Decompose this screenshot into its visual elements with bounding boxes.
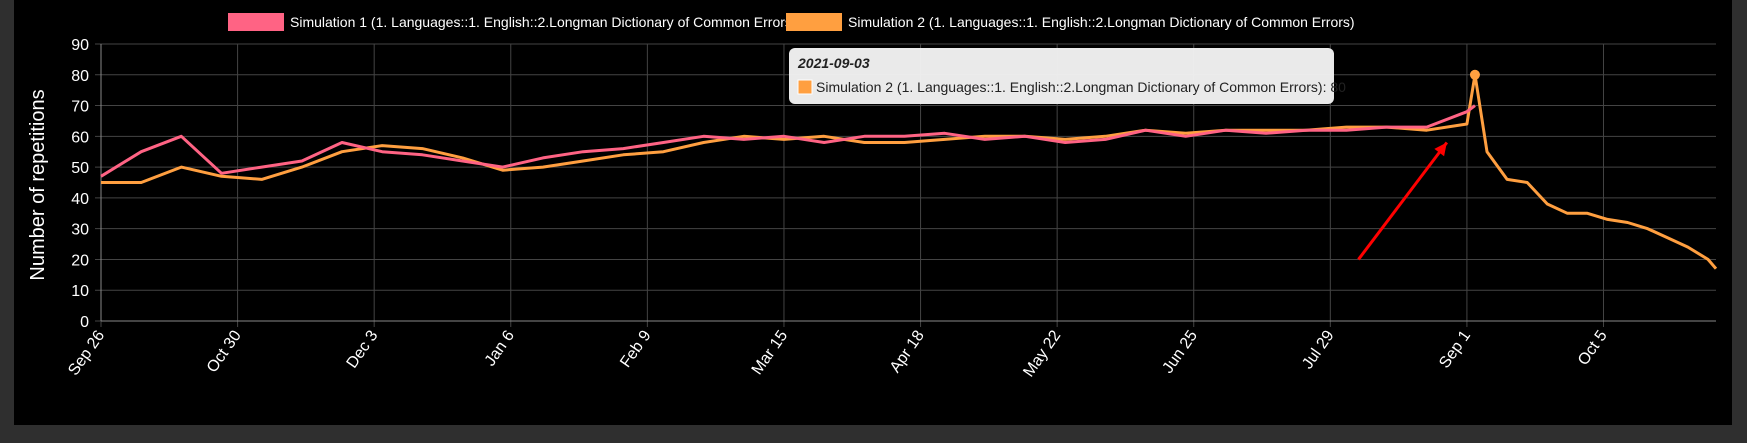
legend-swatch-simulation-1[interactable] xyxy=(228,13,284,31)
y-axis-title: Number of repetitions xyxy=(27,89,49,280)
y-tick-label: 80 xyxy=(71,68,89,85)
x-tick-label: May 22 xyxy=(1020,327,1064,380)
x-tick-label: Jan 6 xyxy=(482,327,518,369)
x-tick-label: Oct 5 xyxy=(1575,327,1611,368)
x-tick-label: Oct 30 xyxy=(204,327,245,375)
x-tick-label: Dec 3 xyxy=(344,327,382,371)
y-tick-label: 60 xyxy=(71,129,89,146)
legend-swatch-simulation-2[interactable] xyxy=(786,13,842,31)
y-tick-label: 10 xyxy=(71,283,89,300)
legend: Simulation 1 (1. Languages::1. English::… xyxy=(228,13,1355,31)
y-tick-label: 20 xyxy=(71,252,89,269)
series-line-1 xyxy=(100,104,1476,178)
tooltip: 2021-09-03 Simulation 2 (1. Languages::1… xyxy=(789,48,1346,104)
x-tick-label: Sep 1 xyxy=(1436,327,1474,371)
tooltip-body: Simulation 2 (1. Languages::1. English::… xyxy=(816,79,1346,95)
y-tick-label: 90 xyxy=(71,37,89,54)
x-tick-label: Apr 18 xyxy=(887,327,928,375)
y-tick-label: 40 xyxy=(71,191,89,208)
chart-panel: 0 10 20 30 40 50 60 70 80 90 Sep 26 Oct 30 Dec 3 Jan … xyxy=(14,0,1732,425)
legend-label-simulation-1[interactable]: Simulation 1 (1. Languages::1. English::… xyxy=(290,14,797,30)
y-tick-label: 30 xyxy=(71,222,89,239)
line-chart: 0 10 20 30 40 50 60 70 80 90 Sep 26 Oct 30 Dec 3 Jan … xyxy=(27,13,1718,380)
x-tick-label: Jul 29 xyxy=(1299,327,1337,372)
x-tick-label: Mar 15 xyxy=(749,327,792,378)
x-tick-label: Jun 25 xyxy=(1160,327,1202,376)
tooltip-color-swatch xyxy=(797,79,813,95)
x-tick-label: Sep 26 xyxy=(65,327,108,378)
tooltip-title: 2021-09-03 xyxy=(797,55,870,71)
annotation-arrow-shaft xyxy=(1357,141,1449,261)
tooltip-point xyxy=(1469,69,1480,80)
y-tick-label: 70 xyxy=(71,99,89,116)
legend-label-simulation-2[interactable]: Simulation 2 (1. Languages::1. English::… xyxy=(848,14,1355,30)
tooltip-box xyxy=(789,48,1334,104)
x-tick-label: Feb 9 xyxy=(617,327,654,370)
annotation-arrow-head xyxy=(1434,142,1447,157)
grid xyxy=(95,43,1716,327)
series-line-2 xyxy=(101,73,1718,270)
series-lines xyxy=(100,69,1718,270)
y-tick-label: 0 xyxy=(80,314,89,331)
y-tick-label: 50 xyxy=(71,160,89,177)
